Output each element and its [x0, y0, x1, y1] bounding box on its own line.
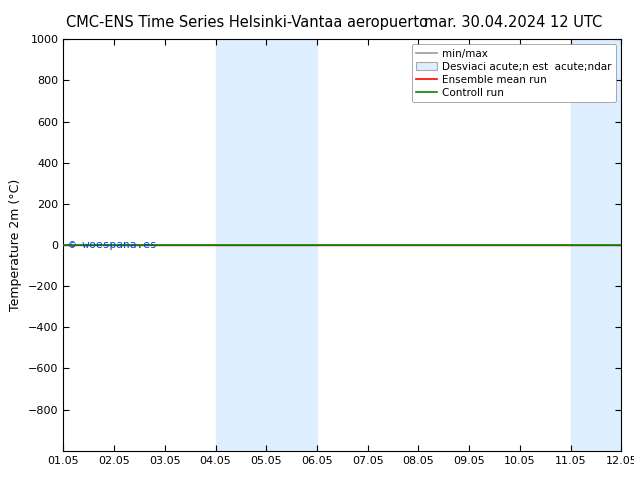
Text: © woespana.es: © woespana.es	[69, 240, 157, 250]
Bar	[621, 39, 634, 451]
Bar	[571, 39, 621, 451]
Bar	[216, 39, 266, 451]
Legend: min/max, Desviaci acute;n est  acute;ndar, Ensemble mean run, Controll run: min/max, Desviaci acute;n est acute;ndar…	[412, 45, 616, 102]
Text: mar. 30.04.2024 12 UTC: mar. 30.04.2024 12 UTC	[424, 15, 602, 30]
Y-axis label: Temperature 2m (°C): Temperature 2m (°C)	[10, 179, 22, 311]
Text: CMC-ENS Time Series Helsinki-Vantaa aeropuerto: CMC-ENS Time Series Helsinki-Vantaa aero…	[67, 15, 428, 30]
Bar	[266, 39, 317, 451]
